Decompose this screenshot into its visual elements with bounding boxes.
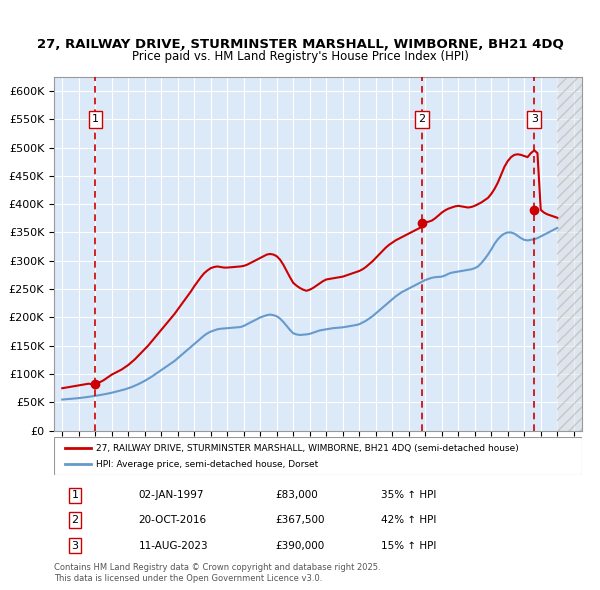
Text: 42% ↑ HPI: 42% ↑ HPI [382,515,437,525]
Text: 3: 3 [531,114,538,124]
Text: Contains HM Land Registry data © Crown copyright and database right 2025.: Contains HM Land Registry data © Crown c… [54,563,380,572]
FancyBboxPatch shape [54,437,582,475]
Text: 11-AUG-2023: 11-AUG-2023 [139,540,208,550]
Text: £390,000: £390,000 [276,540,325,550]
Text: HPI: Average price, semi-detached house, Dorset: HPI: Average price, semi-detached house,… [96,460,319,468]
Text: 27, RAILWAY DRIVE, STURMINSTER MARSHALL, WIMBORNE, BH21 4DQ (semi-detached house: 27, RAILWAY DRIVE, STURMINSTER MARSHALL,… [96,444,519,453]
Text: 20-OCT-2016: 20-OCT-2016 [139,515,206,525]
Text: Price paid vs. HM Land Registry's House Price Index (HPI): Price paid vs. HM Land Registry's House … [131,50,469,63]
Bar [557,77,582,431]
Text: 1: 1 [71,490,79,500]
Text: 35% ↑ HPI: 35% ↑ HPI [382,490,437,500]
Text: £83,000: £83,000 [276,490,319,500]
Text: 2: 2 [418,114,425,124]
Text: 02-JAN-1997: 02-JAN-1997 [139,490,204,500]
Text: 15% ↑ HPI: 15% ↑ HPI [382,540,437,550]
Text: 3: 3 [71,540,79,550]
Text: This data is licensed under the Open Government Licence v3.0.: This data is licensed under the Open Gov… [54,573,322,583]
Text: 27, RAILWAY DRIVE, STURMINSTER MARSHALL, WIMBORNE, BH21 4DQ: 27, RAILWAY DRIVE, STURMINSTER MARSHALL,… [37,38,563,51]
Text: 1: 1 [92,114,99,124]
Text: 2: 2 [71,515,79,525]
Text: £367,500: £367,500 [276,515,325,525]
